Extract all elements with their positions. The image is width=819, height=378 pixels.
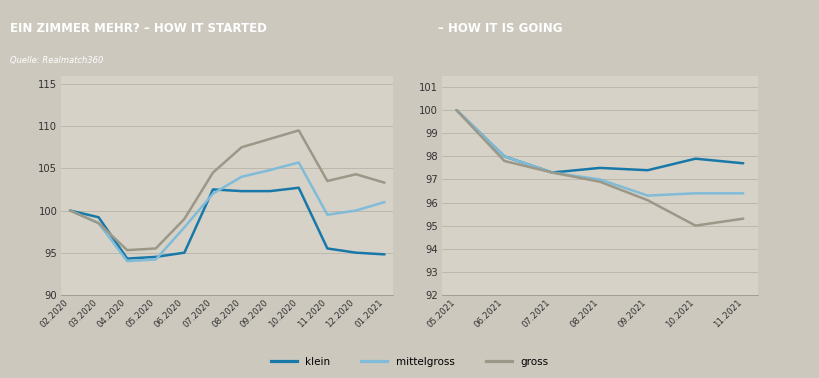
Text: EIN ZIMMER MEHR? – HOW IT STARTED: EIN ZIMMER MEHR? – HOW IT STARTED	[10, 22, 267, 34]
Legend: klein, mittelgross, gross: klein, mittelgross, gross	[266, 352, 553, 371]
Text: – HOW IT IS GOING: – HOW IT IS GOING	[438, 22, 563, 34]
Text: Quelle: Realmatch360: Quelle: Realmatch360	[10, 56, 103, 65]
